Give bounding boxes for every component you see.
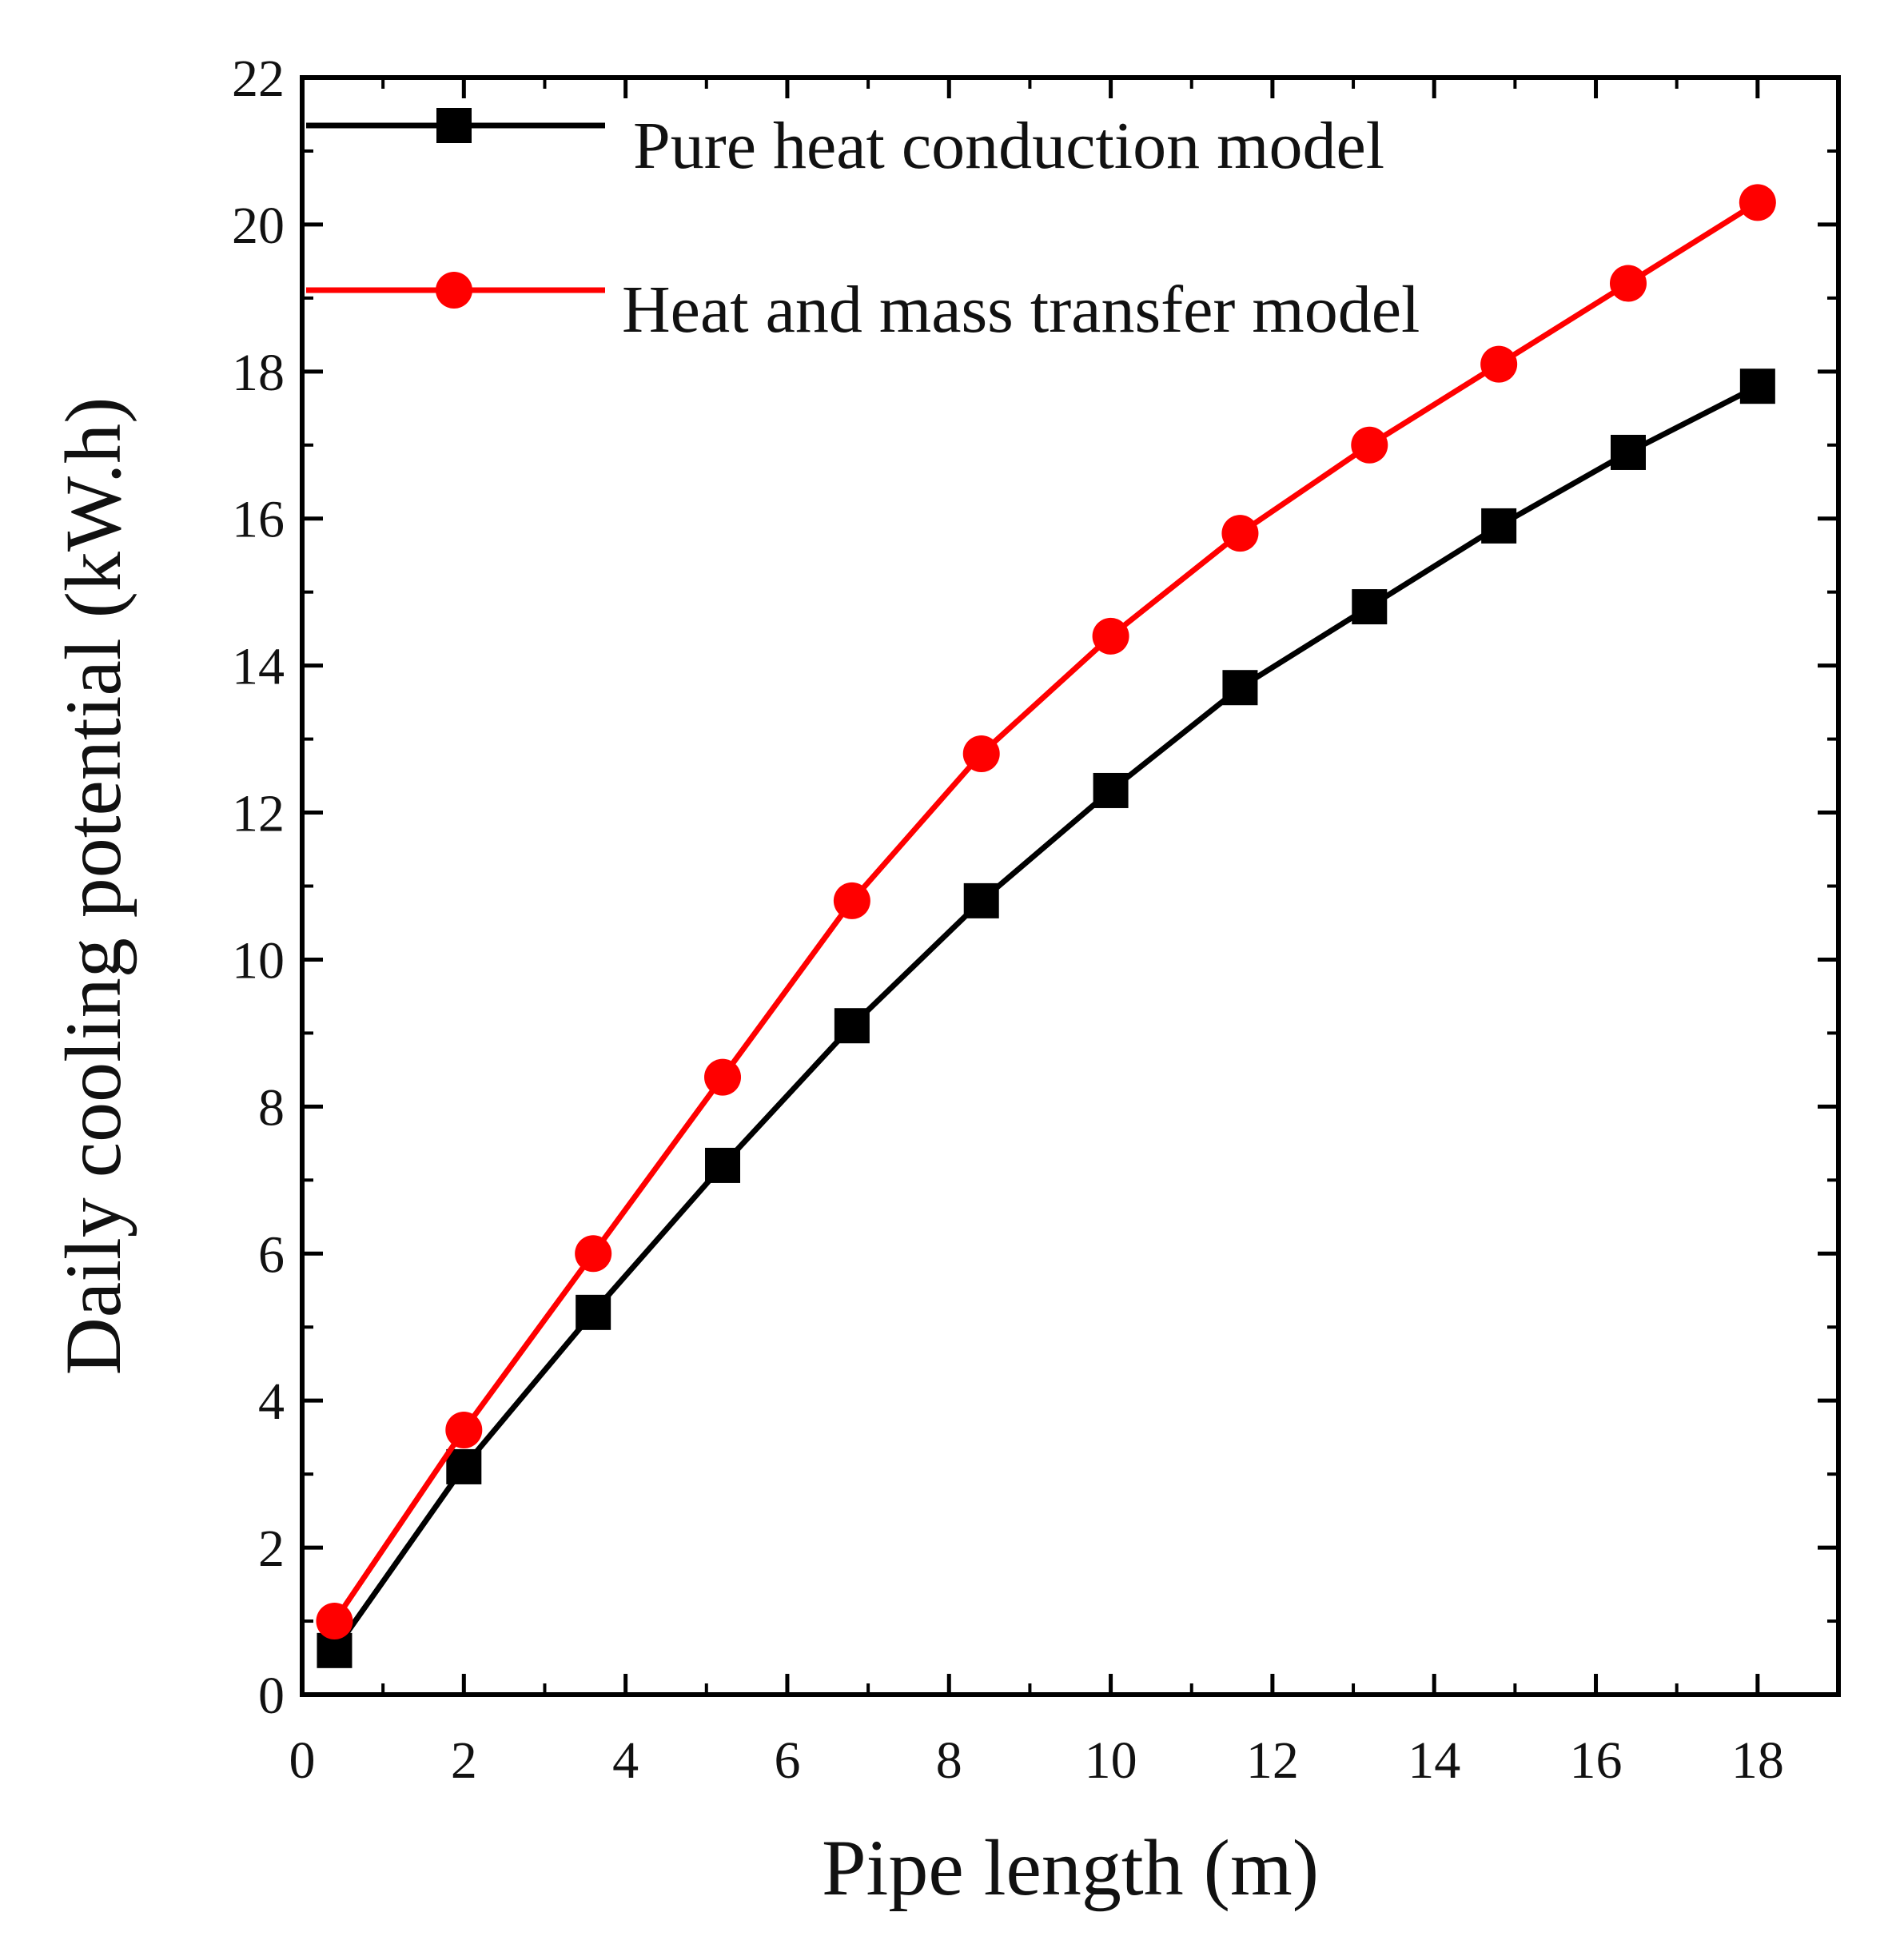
y-tick-label: 14 [232, 638, 285, 696]
legend: Pure heat conduction model Heat and mass … [306, 108, 1420, 347]
data-point [1093, 772, 1129, 808]
x-tick-label: 2 [451, 1731, 477, 1790]
data-point [705, 1147, 741, 1183]
x-tick-label: 14 [1408, 1731, 1460, 1790]
data-point [1739, 184, 1776, 221]
data-point [1481, 508, 1517, 544]
y-tick-label: 22 [232, 50, 285, 108]
legend-item-1: Heat and mass transfer model [306, 272, 1420, 347]
y-tick-label: 10 [232, 931, 285, 990]
x-tick-label: 4 [612, 1731, 639, 1790]
legend-item-0: Pure heat conduction model [306, 108, 1384, 183]
data-point [316, 1603, 353, 1640]
data-point [1221, 515, 1259, 552]
data-point [446, 1448, 482, 1484]
y-tick-label: 2 [258, 1520, 285, 1578]
data-point [704, 1058, 742, 1096]
series-0 [317, 368, 1775, 1668]
series-1 [316, 184, 1776, 1640]
x-tick-label: 12 [1246, 1731, 1299, 1790]
legend-marker [436, 108, 472, 143]
tick-labels: 0 2 4 6 8 10 12 14 16 18 0 2 4 6 8 10 12 14 16 18 20 22 [232, 50, 1784, 1790]
x-tick-label: 0 [289, 1731, 316, 1790]
data-point [1222, 670, 1258, 706]
data-point [1092, 617, 1129, 655]
data-point [1480, 345, 1518, 383]
data-point [1351, 426, 1388, 464]
x-tick-label: 18 [1731, 1731, 1784, 1790]
x-axis-title: Pipe length (m) [822, 1823, 1319, 1912]
series-layer [316, 184, 1776, 1668]
y-tick-label: 6 [258, 1225, 285, 1284]
data-point [963, 882, 999, 918]
series-line [332, 200, 1759, 1623]
legend-label: Heat and mass transfer model [622, 273, 1420, 347]
x-tick-label: 8 [936, 1731, 962, 1790]
data-point [576, 1294, 611, 1330]
data-point [834, 1008, 870, 1044]
x-tick-label: 16 [1570, 1731, 1623, 1790]
data-point [1352, 589, 1388, 625]
series-line [332, 384, 1759, 1652]
data-point [445, 1411, 483, 1448]
y-tick-label: 12 [232, 785, 285, 843]
y-tick-label: 0 [258, 1667, 285, 1725]
x-tick-label: 6 [774, 1731, 800, 1790]
plot-frame [300, 75, 1841, 1697]
y-tick-label: 4 [258, 1372, 285, 1431]
x-tick-label: 10 [1085, 1731, 1137, 1790]
legend-label: Pure heat conduction model [633, 109, 1384, 183]
data-point [575, 1235, 612, 1273]
data-point [1609, 265, 1647, 302]
data-point [1610, 434, 1646, 470]
legend-marker [436, 272, 472, 309]
y-tick-label: 8 [258, 1078, 285, 1137]
y-tick-label: 16 [232, 491, 285, 549]
data-point [1739, 368, 1775, 404]
data-point [833, 882, 870, 919]
data-point [962, 735, 1000, 772]
y-tick-label: 20 [232, 197, 285, 255]
y-tick-label: 18 [232, 344, 285, 402]
y-axis-title: Daily cooling potential (kW.h) [49, 397, 137, 1376]
